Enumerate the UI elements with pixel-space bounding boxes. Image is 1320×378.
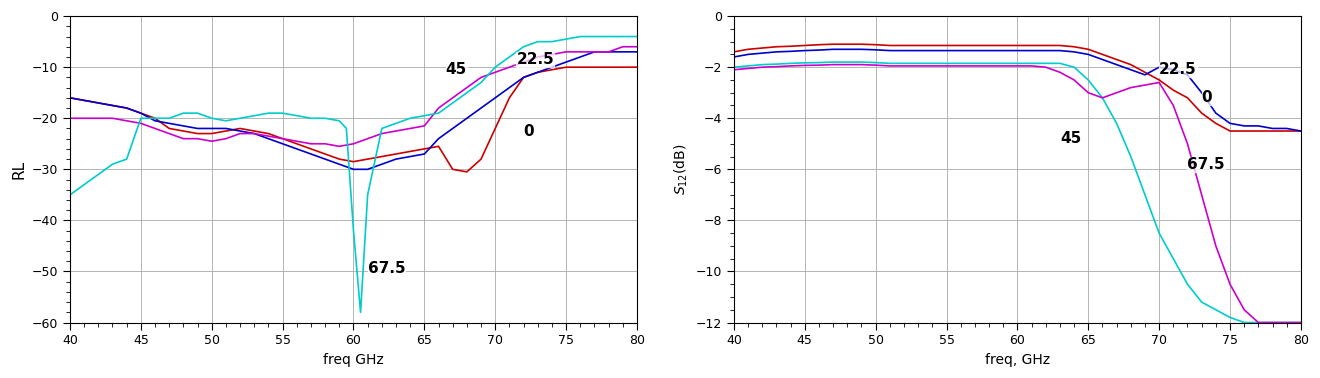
Text: 45: 45 (1060, 131, 1081, 146)
Y-axis label: $S_{12}$(dB): $S_{12}$(dB) (673, 144, 690, 195)
Text: 67.5: 67.5 (1188, 157, 1225, 172)
Text: 0: 0 (1201, 90, 1212, 105)
Text: 45: 45 (446, 62, 467, 77)
Text: 22.5: 22.5 (1159, 62, 1197, 77)
Text: 22.5: 22.5 (516, 52, 554, 67)
Text: 67.5: 67.5 (368, 262, 405, 276)
X-axis label: freq, GHz: freq, GHz (985, 353, 1049, 367)
Text: 0: 0 (524, 124, 535, 138)
Y-axis label: RL: RL (11, 160, 26, 179)
X-axis label: freq GHz: freq GHz (323, 353, 384, 367)
